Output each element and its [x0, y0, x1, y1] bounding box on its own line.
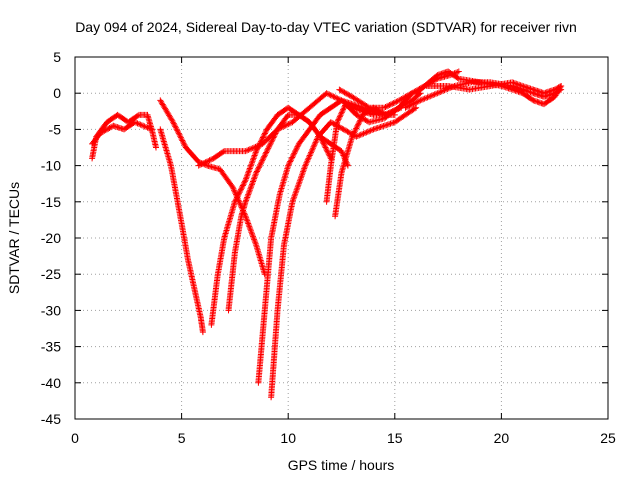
marker-cluster	[255, 97, 398, 386]
x-axis-label: GPS time / hours	[288, 457, 395, 473]
x-tick-label: 25	[600, 430, 616, 446]
chart-title: Day 094 of 2024, Sidereal Day-to-day VTE…	[75, 19, 577, 35]
series-arc-2	[89, 119, 159, 151]
series-arc-7	[225, 111, 351, 314]
y-axis-label: SDTVAR / TECUs	[6, 182, 22, 294]
y-tick-label: -45	[41, 411, 61, 427]
y-tick-label: -25	[41, 266, 61, 282]
y-tick-label: -40	[41, 375, 61, 391]
marker-cluster	[157, 126, 206, 336]
series-arc-9	[268, 104, 420, 401]
marker-cluster	[423, 79, 565, 97]
y-tick-label: -20	[41, 230, 61, 246]
series-arc-8	[255, 97, 398, 386]
data-points	[89, 68, 565, 401]
series-arc-15	[423, 79, 565, 97]
series-arc-3	[157, 126, 206, 336]
axis-ticks	[74, 56, 609, 420]
x-tick-label: 0	[71, 430, 79, 446]
y-tick-label: -10	[41, 158, 61, 174]
y-tick-label: -30	[41, 302, 61, 318]
x-tick-label: 20	[494, 430, 510, 446]
x-tick-label: 15	[387, 430, 403, 446]
y-tick-label: 5	[53, 49, 61, 65]
y-tick-label: -35	[41, 339, 61, 355]
marker-cluster	[268, 104, 420, 401]
x-tick-labels: 0 5 10 15 20 25	[71, 430, 616, 446]
y-tick-label: -5	[49, 121, 62, 137]
marker-cluster	[89, 119, 159, 151]
y-tick-label: 0	[53, 85, 61, 101]
y-tick-labels: 5 0 -5 -10 -15 -20 -25 -30 -35 -40 -45	[41, 49, 61, 427]
y-tick-label: -15	[41, 194, 61, 210]
x-tick-label: 10	[280, 430, 296, 446]
marker-cluster	[225, 111, 351, 314]
x-tick-label: 5	[178, 430, 186, 446]
